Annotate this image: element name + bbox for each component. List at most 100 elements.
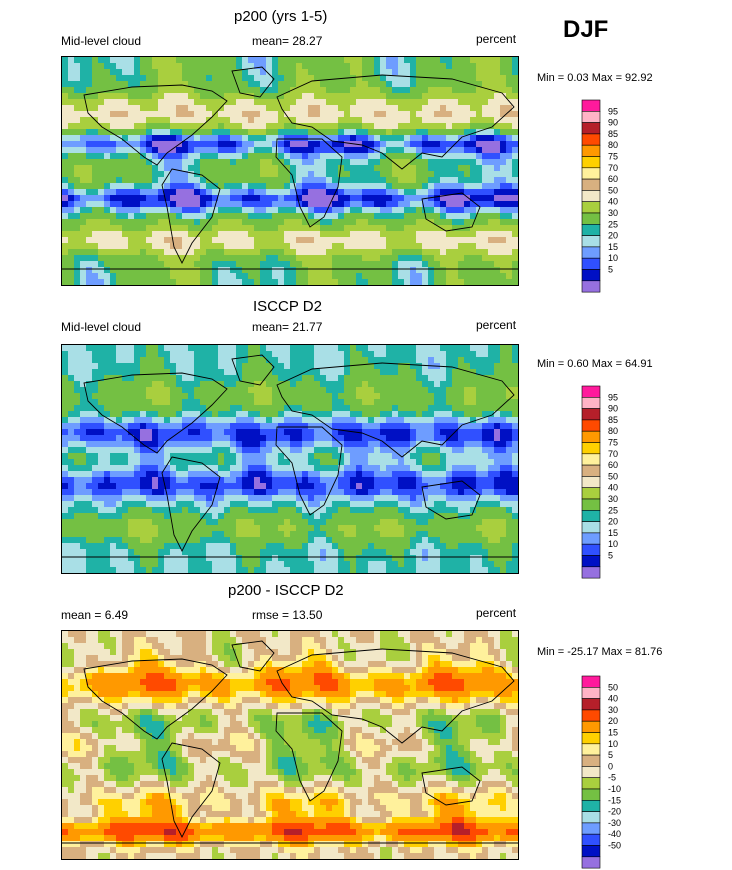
colorbar-swatch: [582, 556, 600, 567]
colorbar-tick-label: -15: [608, 795, 621, 805]
panel-1-map: [61, 56, 519, 286]
colorbar-swatch: [582, 443, 600, 454]
colorbar-swatch: [582, 465, 600, 476]
colorbar-swatch: [582, 699, 600, 710]
colorbar-swatch: [582, 721, 600, 732]
panel-2-mean-label: mean= 21.77: [252, 320, 322, 334]
colorbar-swatch: [582, 510, 600, 521]
colorbar-tick-label: 95: [608, 392, 618, 402]
colorbar-swatch: [582, 157, 600, 168]
colorbar-tick-label: -10: [608, 784, 621, 794]
colorbar-swatch: [582, 522, 600, 533]
colorbar-swatch: [582, 190, 600, 201]
colorbar-tick-label: 70: [608, 449, 618, 459]
colorbar-tick-label: 20: [608, 231, 618, 241]
colorbar-swatch: [582, 134, 600, 145]
colorbar-tick-label: 20: [608, 716, 618, 726]
colorbar-tick-label: 90: [608, 118, 618, 128]
colorbar-tick-label: 85: [608, 129, 618, 139]
colorbar-swatch: [582, 202, 600, 213]
panel-1-variable-label: Mid-level cloud: [61, 34, 141, 48]
colorbar-tick-label: 50: [608, 471, 618, 481]
colorbar-swatch: [582, 431, 600, 442]
panel-2-units-label: percent: [476, 318, 516, 332]
colorbar-tick-label: 20: [608, 517, 618, 527]
colorbar-tick-label: 25: [608, 505, 618, 515]
colorbar-swatch: [582, 778, 600, 789]
colorbar-tick-label: 10: [608, 739, 618, 749]
panel-2-variable-label: Mid-level cloud: [61, 320, 141, 334]
colorbar-tick-label: 30: [608, 494, 618, 504]
colorbar-swatch: [582, 823, 600, 834]
colorbar-tick-label: 50: [608, 682, 618, 692]
colorbar-tick-label: 80: [608, 426, 618, 436]
colorbar-swatch: [582, 812, 600, 823]
colorbar-tick-label: 50: [608, 185, 618, 195]
colorbar-tick-label: 70: [608, 163, 618, 173]
colorbar-tick-label: 10: [608, 253, 618, 263]
panel-1-minmax: Min = 0.03 Max = 92.92: [537, 72, 653, 84]
colorbar-tick-label: 5: [608, 551, 613, 561]
panel-3-minmax: Min = -25.17 Max = 81.76: [537, 646, 662, 658]
panel-3-rmse-label: rmse = 13.50: [252, 608, 322, 622]
colorbar-swatch: [582, 567, 600, 578]
colorbar-tick-label: -30: [608, 818, 621, 828]
colorbar-swatch: [582, 409, 600, 420]
colorbar-tick-label: 0: [608, 761, 613, 771]
colorbar-tick-label: 75: [608, 152, 618, 162]
colorbar-swatch: [582, 710, 600, 721]
colorbar-tick-label: 15: [608, 242, 618, 252]
colorbar-tick-label: 40: [608, 483, 618, 493]
colorbar-swatch: [582, 236, 600, 247]
colorbar-swatch: [582, 386, 600, 397]
panel-3-mean-label: mean = 6.49: [61, 608, 128, 622]
colorbar-swatch: [582, 544, 600, 555]
colorbar-swatch: [582, 100, 600, 111]
colorbar-swatch: [582, 123, 600, 134]
colorbar-swatch: [582, 846, 600, 857]
season-label: DJF: [563, 16, 608, 44]
colorbar-tick-label: -40: [608, 829, 621, 839]
colorbar-tick-label: 5: [608, 265, 613, 275]
colorbar-tick-label: -20: [608, 807, 621, 817]
colorbar-tick-label: 95: [608, 106, 618, 116]
colorbar-tick-label: 15: [608, 528, 618, 538]
colorbar-swatch: [582, 281, 600, 292]
colorbar-swatch: [582, 111, 600, 122]
colorbar-swatch: [582, 733, 600, 744]
panel-2-minmax: Min = 0.60 Max = 64.91: [537, 358, 653, 370]
colorbar-swatch: [582, 454, 600, 465]
colorbar-swatch: [582, 224, 600, 235]
colorbar-swatch: [582, 488, 600, 499]
colorbar-swatch: [582, 800, 600, 811]
colorbar-tick-label: 25: [608, 219, 618, 229]
panel-2-title: ISCCP D2: [253, 298, 322, 315]
colorbar-swatch: [582, 744, 600, 755]
colorbar-swatch: [582, 687, 600, 698]
colorbar-tick-label: 10: [608, 539, 618, 549]
panel-3-units-label: percent: [476, 606, 516, 620]
colorbar-tick-label: 5: [608, 750, 613, 760]
colorbar-swatch: [582, 397, 600, 408]
panel-2-map: [61, 344, 519, 574]
colorbar-swatch: [582, 676, 600, 687]
colorbar-tick-label: 30: [608, 208, 618, 218]
colorbar-swatch: [582, 766, 600, 777]
panel-3-title: p200 - ISCCP D2: [228, 582, 344, 599]
colorbar-swatch: [582, 533, 600, 544]
colorbar-tick-label: 40: [608, 197, 618, 207]
panel-1-mean-label: mean= 28.27: [252, 34, 322, 48]
colorbar-tick-label: 75: [608, 438, 618, 448]
colorbar-tick-label: -5: [608, 773, 616, 783]
panel-1-units-label: percent: [476, 32, 516, 46]
colorbar-swatch: [582, 247, 600, 258]
colorbar-tick-label: 60: [608, 460, 618, 470]
colorbar-swatch: [582, 834, 600, 845]
colorbar-swatch: [582, 213, 600, 224]
colorbar-swatch: [582, 179, 600, 190]
colorbar-swatch: [582, 499, 600, 510]
colorbar-swatch: [582, 168, 600, 179]
